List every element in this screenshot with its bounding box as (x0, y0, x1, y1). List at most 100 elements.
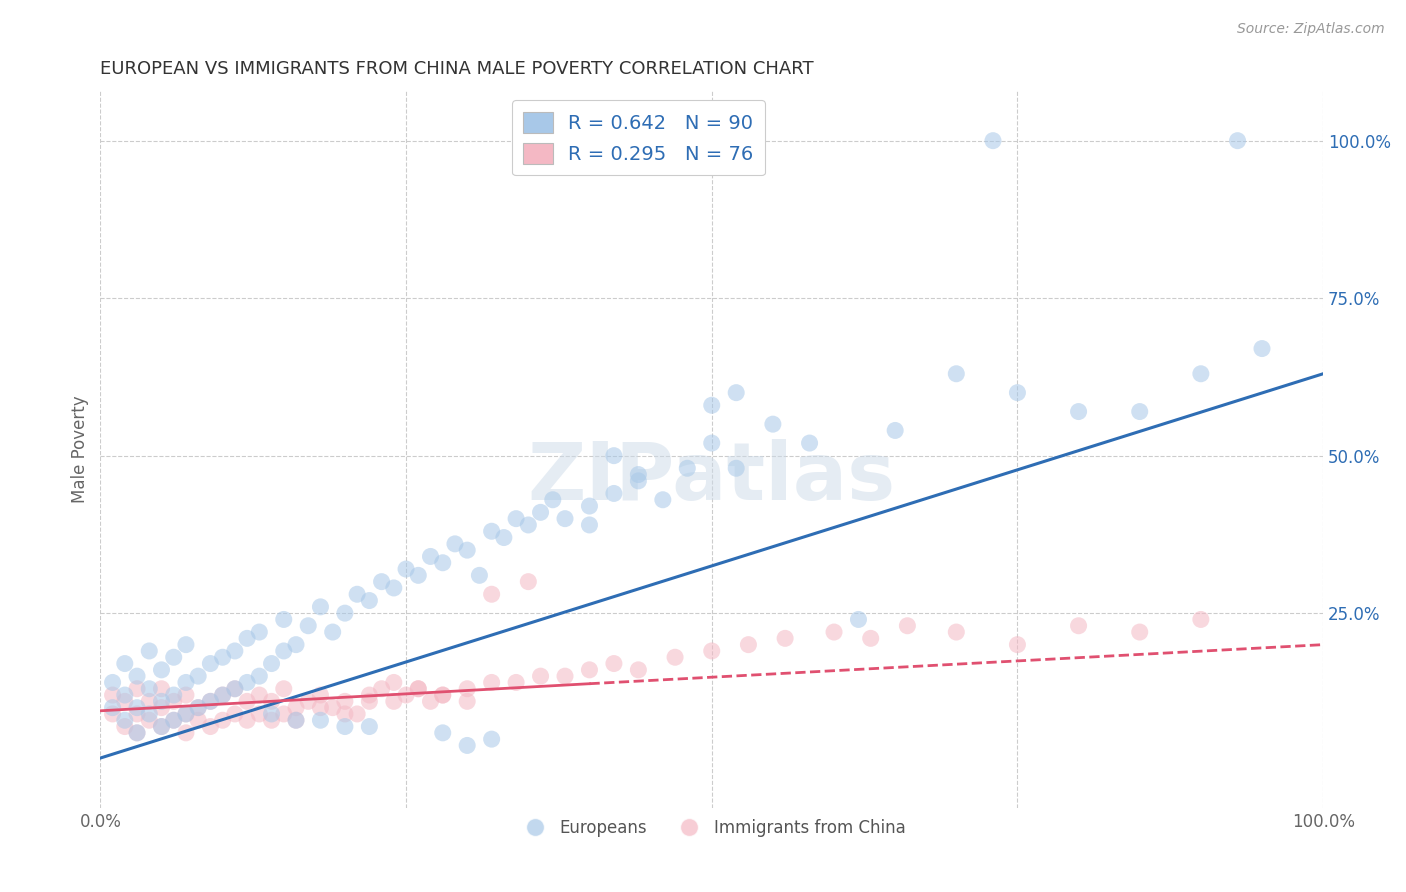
Point (211, 688, 233, 702)
Point (150, 720, 173, 734)
Point (1067, 619, 1090, 633)
Point (481, 587, 503, 601)
Point (346, 587, 368, 601)
Point (200, 657, 222, 671)
Point (737, 638, 759, 652)
Point (101, 706, 124, 721)
Point (322, 700, 344, 714)
Point (651, 492, 673, 507)
Point (627, 663, 650, 677)
Point (456, 694, 478, 708)
Point (1007, 638, 1029, 652)
Point (578, 499, 600, 513)
Point (138, 644, 160, 658)
Point (676, 461, 699, 475)
Point (138, 681, 160, 696)
Point (359, 694, 381, 708)
Point (174, 706, 197, 721)
Point (224, 681, 246, 696)
Text: Source: ZipAtlas.com: Source: ZipAtlas.com (1237, 22, 1385, 37)
Point (725, 385, 748, 400)
Point (236, 694, 259, 708)
Point (125, 726, 148, 740)
Point (224, 681, 246, 696)
Point (163, 650, 186, 665)
Point (114, 713, 136, 727)
Point (945, 625, 967, 640)
Point (603, 657, 626, 671)
Point (125, 726, 148, 740)
Point (150, 700, 173, 714)
Point (456, 739, 478, 753)
Point (456, 681, 478, 696)
Point (406, 681, 429, 696)
Point (1129, 625, 1152, 640)
Point (187, 669, 209, 683)
Point (799, 436, 821, 450)
Text: ZIPatlas: ZIPatlas (527, 439, 896, 517)
Point (1189, 612, 1212, 626)
Point (700, 644, 723, 658)
Point (114, 720, 136, 734)
Point (309, 700, 332, 714)
Point (823, 625, 845, 640)
Point (370, 574, 392, 589)
Point (163, 688, 186, 702)
Point (125, 681, 148, 696)
Point (187, 700, 209, 714)
Point (627, 474, 650, 488)
Point (700, 398, 723, 412)
Point (432, 556, 454, 570)
Point (1189, 367, 1212, 381)
Point (187, 700, 209, 714)
Point (138, 694, 160, 708)
Point (285, 638, 308, 652)
Point (603, 486, 626, 500)
Point (505, 511, 527, 525)
Point (174, 688, 197, 702)
Point (138, 706, 160, 721)
Point (762, 417, 785, 432)
Point (578, 663, 600, 677)
Point (260, 657, 283, 671)
Point (444, 537, 467, 551)
Point (481, 675, 503, 690)
Point (492, 531, 515, 545)
Point (529, 669, 551, 683)
Point (285, 713, 308, 727)
Point (517, 574, 540, 589)
Point (848, 612, 870, 626)
Point (859, 632, 882, 646)
Point (309, 599, 332, 614)
Point (297, 619, 319, 633)
Point (333, 720, 356, 734)
Point (517, 518, 540, 533)
Point (554, 669, 576, 683)
Point (200, 694, 222, 708)
Point (150, 663, 173, 677)
Point (174, 675, 197, 690)
Point (174, 706, 197, 721)
Point (1129, 404, 1152, 418)
Point (359, 720, 381, 734)
Point (247, 688, 270, 702)
Point (273, 706, 295, 721)
Point (174, 638, 197, 652)
Point (554, 511, 576, 525)
Point (406, 681, 429, 696)
Point (1226, 134, 1249, 148)
Point (309, 713, 332, 727)
Point (211, 650, 233, 665)
Point (456, 543, 478, 558)
Point (273, 612, 295, 626)
Point (529, 505, 551, 519)
Point (309, 688, 332, 702)
Point (432, 688, 454, 702)
Point (125, 700, 148, 714)
Point (187, 713, 209, 727)
Point (664, 650, 686, 665)
Point (285, 713, 308, 727)
Point (247, 706, 270, 721)
Point (211, 713, 233, 727)
Point (125, 706, 148, 721)
